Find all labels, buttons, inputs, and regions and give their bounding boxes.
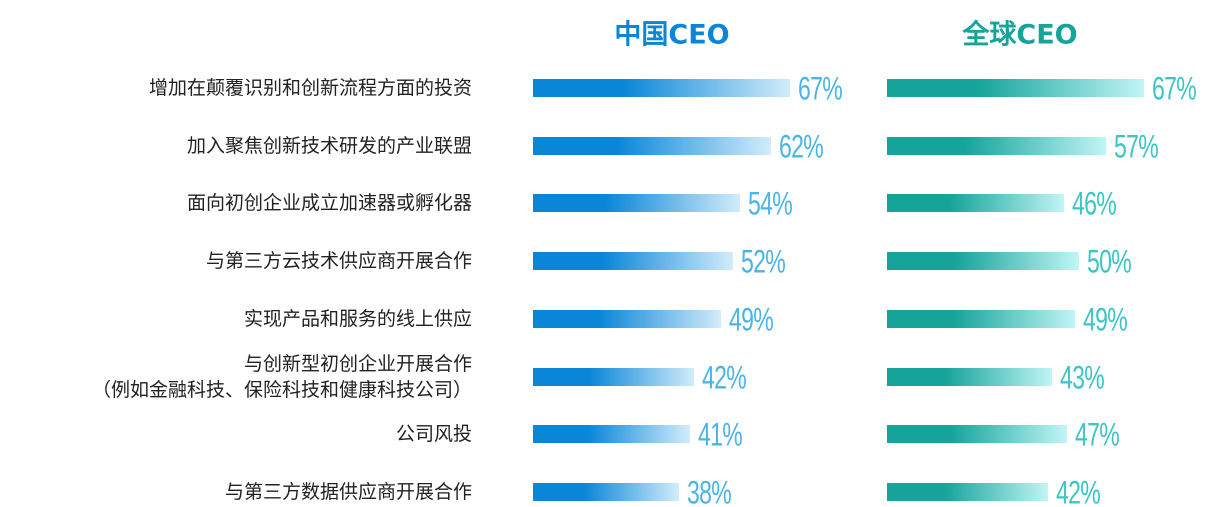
category-label: 公司风投 (395, 423, 472, 446)
value-label: 41% (698, 416, 743, 453)
bar (533, 136, 772, 155)
bar (533, 309, 722, 328)
series-header: 中国CEO (614, 19, 730, 51)
series-header: 全球CEO (962, 19, 1078, 51)
value-label: 57% (1113, 128, 1159, 165)
bar (533, 79, 791, 97)
category-label: 加入聚焦创新技术研发的产业联盟 (186, 134, 472, 157)
bar (887, 79, 1145, 97)
value-label: 47% (1075, 416, 1120, 453)
value-label: 52% (740, 243, 786, 280)
bar (887, 194, 1064, 213)
value-label: 62% (779, 128, 824, 165)
value-label: 42% (1056, 474, 1101, 507)
bar (887, 482, 1049, 501)
bar (887, 367, 1053, 386)
value-label: 54% (748, 185, 793, 222)
value-label: 42% (702, 359, 747, 395)
value-label: 38% (686, 474, 732, 507)
category-label: 与创新型初创企业开展合作 （例如金融科技、保险科技和健康科技公司） (91, 352, 472, 401)
category-label: 实现产品和服务的线上供应 (243, 307, 472, 330)
value-label: 67% (798, 70, 843, 107)
bar (887, 425, 1068, 444)
category-label: 增加在颠覆识别和创新流程方面的投资 (148, 77, 472, 99)
bar (533, 252, 733, 271)
value-label: 50% (1087, 243, 1132, 280)
value-label: 43% (1060, 359, 1105, 395)
bar (887, 252, 1079, 271)
value-label: 49% (1083, 301, 1128, 338)
bar (533, 482, 679, 501)
bar (887, 309, 1076, 328)
value-label: 46% (1071, 185, 1117, 222)
bar (533, 194, 741, 213)
bar (533, 367, 695, 386)
value-label: 49% (729, 301, 774, 338)
value-label: 67% (1152, 70, 1197, 107)
bar (533, 425, 691, 444)
category-label: 面向初创企业成立加速器或孵化器 (186, 192, 472, 215)
bar (887, 136, 1106, 155)
category-label: 与第三方数据供应商开展合作 (224, 480, 472, 503)
category-label: 与第三方云技术供应商开展合作 (205, 250, 472, 273)
